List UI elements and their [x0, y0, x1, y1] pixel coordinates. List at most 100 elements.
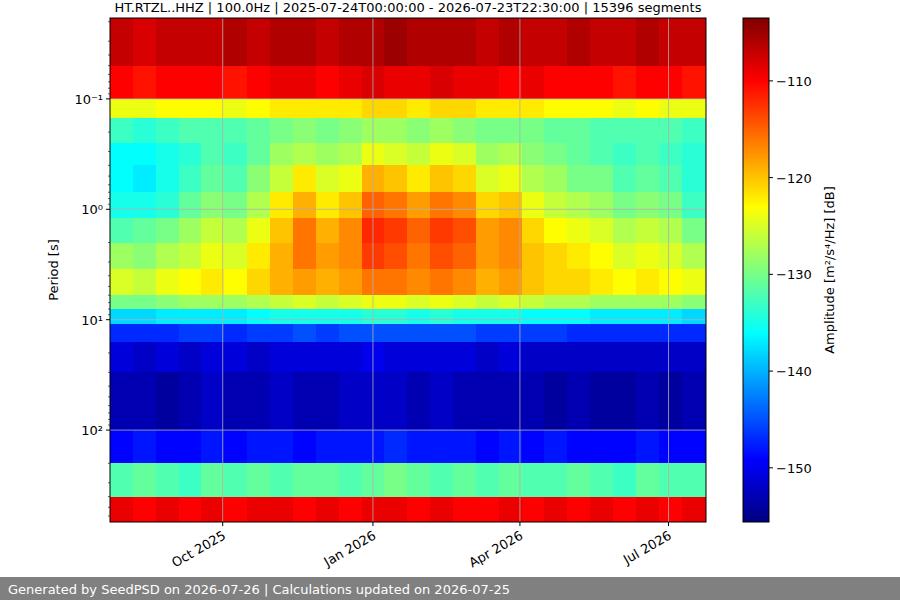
heatmap-cell [522, 269, 545, 295]
x-tick [372, 522, 373, 526]
heatmap-cell [659, 295, 682, 309]
heatmap-cell [522, 18, 545, 66]
heatmap-cell [384, 99, 407, 119]
heatmap-cell [544, 118, 567, 143]
heatmap-cell [133, 192, 156, 218]
heatmap-cell [682, 118, 706, 143]
heatmap-cell [636, 309, 659, 325]
heatmap-cell [110, 118, 133, 143]
heatmap-cell [339, 165, 362, 192]
heatmap-cell [407, 243, 430, 270]
heatmap-cell [179, 243, 202, 270]
heatmap-cell [201, 118, 224, 143]
heatmap-cell [682, 18, 706, 66]
heatmap-cell [613, 18, 636, 66]
heatmap-cell [407, 165, 430, 192]
heatmap-cell [544, 342, 567, 373]
heatmap-cell [247, 309, 270, 325]
heatmap-cell [567, 295, 590, 309]
heatmap-cell [270, 143, 293, 166]
heatmap-cell [682, 309, 706, 325]
heatmap-cell [499, 66, 522, 100]
heatmap-cell [316, 324, 339, 343]
heatmap-cell [201, 18, 224, 66]
heatmap-cell [613, 295, 636, 309]
heatmap-cell [430, 99, 453, 119]
heatmap-cell [613, 497, 636, 522]
x-tick [519, 522, 520, 526]
heatmap-cell [133, 218, 156, 243]
heatmap-cell [476, 430, 499, 464]
heatmap-cell [316, 143, 339, 166]
heatmap-cell [544, 324, 567, 343]
heatmap-cell [522, 309, 545, 325]
heatmap-cell [110, 192, 133, 218]
y-minor-tick [108, 184, 110, 185]
y-minor-tick [108, 93, 110, 94]
heatmap-cell [316, 192, 339, 218]
heatmap-cell [636, 66, 659, 100]
heatmap-cell [110, 463, 133, 497]
heatmap-cell [407, 269, 430, 295]
heatmap-cell [384, 192, 407, 218]
y-minor-tick [108, 151, 110, 152]
heatmap-cell [453, 269, 476, 295]
heatmap-cell [430, 324, 453, 343]
heatmap-cell [522, 324, 545, 343]
heatmap-cell [659, 118, 682, 143]
heatmap-cell [133, 309, 156, 325]
heatmap-cell [384, 342, 407, 373]
heatmap-cell [567, 218, 590, 243]
heatmap-cell [293, 269, 316, 295]
heatmap-cell [590, 342, 613, 373]
heatmap-cell [453, 295, 476, 309]
heatmap-cell [613, 66, 636, 100]
heatmap-cell [682, 324, 706, 343]
x-tick [668, 522, 669, 526]
heatmap-cell [339, 430, 362, 464]
heatmap-cell [567, 118, 590, 143]
y-tick [106, 98, 110, 99]
heatmap-cell [316, 118, 339, 143]
heatmap-cell [224, 324, 247, 343]
heatmap-cell [339, 497, 362, 522]
heatmap-cell [407, 143, 430, 166]
y-minor-tick [108, 242, 110, 243]
heatmap-cell [201, 342, 224, 373]
heatmap-cell [156, 430, 179, 464]
heatmap-cell [590, 118, 613, 143]
heatmap-cell [270, 324, 293, 343]
y-minor-tick [108, 314, 110, 315]
heatmap-cell [179, 99, 202, 119]
heatmap-cell [544, 372, 567, 430]
heatmap-cell [247, 372, 270, 430]
heatmap-cell [179, 269, 202, 295]
heatmap-cell [590, 165, 613, 192]
heatmap-cell [636, 269, 659, 295]
y-minor-tick [108, 192, 110, 193]
colorbar-tick-label: −150 [776, 461, 812, 476]
heatmap-cell [522, 463, 545, 497]
heatmap-cell [133, 99, 156, 119]
heatmap-cell [430, 497, 453, 522]
heatmap-cell [247, 463, 270, 497]
heatmap-cell [567, 18, 590, 66]
heatmap-cell [293, 99, 316, 119]
grid-line [668, 18, 669, 522]
heatmap-cell [659, 430, 682, 464]
heatmap-cell [316, 165, 339, 192]
heatmap-cell [476, 269, 499, 295]
plot-frame [110, 18, 706, 522]
heatmap-cell [133, 118, 156, 143]
heatmap-cell [613, 269, 636, 295]
heatmap-cell [544, 66, 567, 100]
heatmap-cell [316, 430, 339, 464]
heatmap-cell [590, 192, 613, 218]
heatmap-cell [499, 218, 522, 243]
y-minor-tick [108, 41, 110, 42]
heatmap-cell [590, 269, 613, 295]
heatmap-cell [453, 143, 476, 166]
heatmap-cell [201, 66, 224, 100]
heatmap-cell [156, 243, 179, 270]
heatmap-cell [384, 324, 407, 343]
